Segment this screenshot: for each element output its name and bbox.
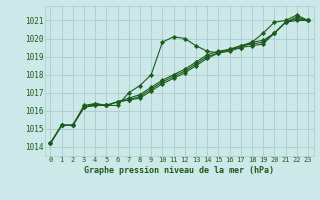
X-axis label: Graphe pression niveau de la mer (hPa): Graphe pression niveau de la mer (hPa) <box>84 166 274 175</box>
